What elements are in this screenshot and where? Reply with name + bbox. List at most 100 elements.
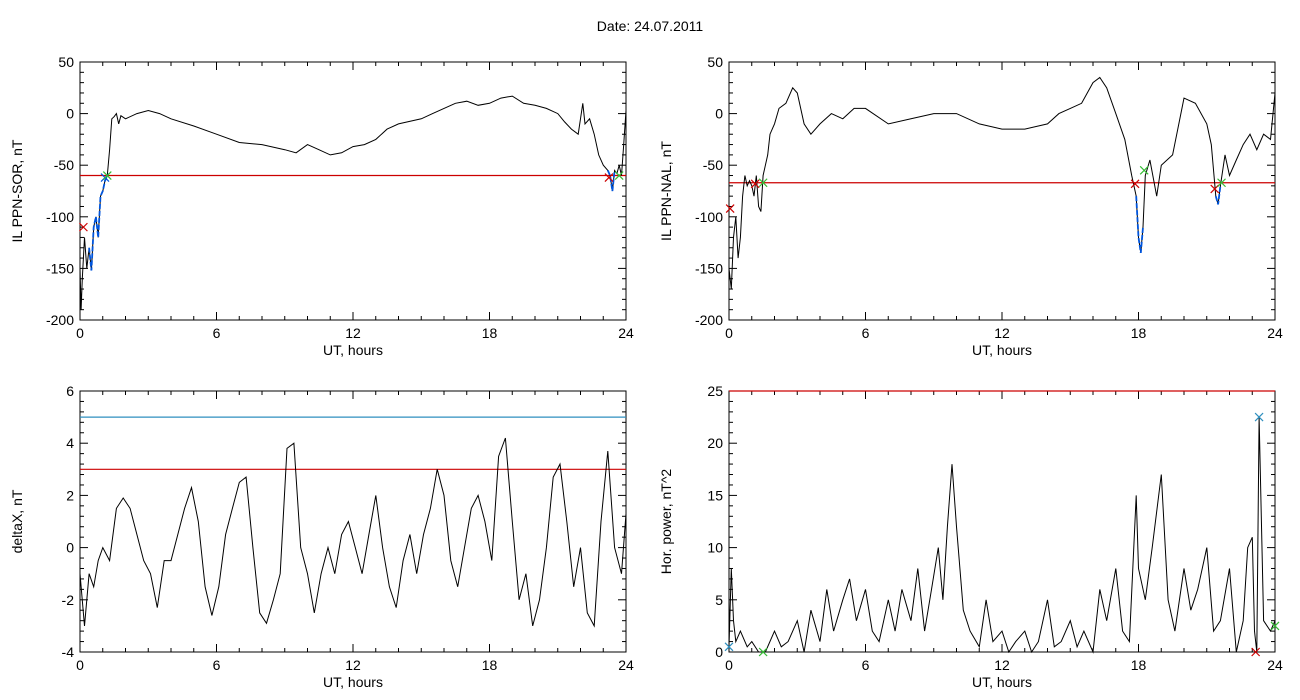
x-tick-label: 24 bbox=[618, 657, 634, 673]
x-tick-label: 0 bbox=[725, 657, 733, 673]
x-tick-label: 6 bbox=[213, 657, 221, 673]
y-tick-label: -150 bbox=[46, 260, 74, 276]
series-line bbox=[79, 437, 627, 628]
marker-stroke bbox=[758, 647, 768, 657]
marker-stroke bbox=[78, 222, 88, 232]
marker bbox=[724, 642, 734, 652]
marker bbox=[750, 179, 760, 189]
x-axis: 0 6 12 18 24 UT, hours bbox=[725, 391, 1283, 690]
y-tick-label: 20 bbox=[707, 435, 723, 451]
series-line bbox=[728, 417, 1276, 654]
x-tick-label: 6 bbox=[213, 325, 221, 341]
marker-stroke bbox=[750, 179, 760, 189]
y-tick-label: 2 bbox=[66, 487, 74, 503]
series-line bbox=[728, 76, 1276, 290]
x-tick-label: 24 bbox=[1267, 325, 1283, 341]
marker bbox=[758, 178, 768, 188]
marker-stroke bbox=[614, 171, 624, 180]
x-tick-label: 0 bbox=[76, 325, 84, 341]
x-tick-label: 18 bbox=[1131, 657, 1147, 673]
marker bbox=[78, 222, 88, 232]
y-tick-label: -100 bbox=[695, 209, 723, 225]
x-tick-label: 0 bbox=[76, 657, 84, 673]
x-axis-label: UT, hours bbox=[323, 342, 383, 358]
y-axis-label: IL PPN-SOR, nT bbox=[9, 139, 25, 242]
x-tick-label: 6 bbox=[862, 325, 870, 341]
highlight-segment bbox=[1214, 185, 1222, 205]
marker bbox=[604, 173, 614, 183]
y-axis-label: Hor. power, nT^2 bbox=[658, 469, 674, 575]
y-tick-label: -150 bbox=[695, 260, 723, 276]
plot-frame bbox=[728, 61, 1276, 321]
marker-stroke bbox=[724, 642, 734, 652]
marker bbox=[1270, 621, 1280, 631]
y-axis: 50 0 -50 -100 -150 -200 IL PPN-NAL, nT bbox=[658, 54, 1275, 328]
marker bbox=[1217, 178, 1226, 188]
y-tick-label: 50 bbox=[707, 54, 723, 70]
marker-stroke bbox=[1217, 178, 1226, 188]
marker bbox=[614, 171, 624, 180]
marker bbox=[1251, 647, 1261, 657]
x-axis-label: UT, hours bbox=[972, 342, 1032, 358]
plot-frame bbox=[79, 61, 627, 321]
marker bbox=[1130, 179, 1140, 189]
y-tick-label: 5 bbox=[715, 592, 723, 608]
x-axis: 0 6 12 18 24 UT, hours bbox=[76, 391, 634, 690]
x-tick-label: 12 bbox=[994, 325, 1010, 341]
marker-stroke bbox=[1254, 412, 1264, 422]
x-tick-label: 6 bbox=[862, 657, 870, 673]
marker bbox=[758, 647, 768, 657]
y-axis: 50 0 -50 -100 -150 -200 IL PPN-SOR, nT bbox=[9, 54, 626, 328]
x-tick-label: 18 bbox=[482, 657, 498, 673]
marker bbox=[1254, 412, 1264, 422]
marker-stroke bbox=[1130, 179, 1140, 189]
y-tick-label: -100 bbox=[46, 209, 74, 225]
x-tick-label: 18 bbox=[482, 325, 498, 341]
y-tick-label: 25 bbox=[707, 383, 723, 399]
y-tick-label: -200 bbox=[695, 312, 723, 328]
chart-deltax: 0 6 12 18 24 UT, hours 6 4 2 0 -2 -4 deltaX, nT bbox=[9, 383, 634, 690]
y-tick-label: 0 bbox=[715, 106, 723, 122]
marker-stroke bbox=[758, 178, 768, 188]
highlight-segment bbox=[606, 170, 616, 192]
series-line bbox=[79, 95, 627, 310]
marker bbox=[725, 204, 735, 213]
marker-stroke bbox=[1270, 621, 1280, 631]
y-tick-label: 10 bbox=[707, 540, 723, 556]
chart-power: 0 6 12 18 24 UT, hours 25 20 15 10 5 0 Hor. power, n… bbox=[658, 383, 1283, 690]
y-axis-label: deltaX, nT bbox=[9, 489, 25, 553]
highlight-segment bbox=[88, 175, 109, 271]
x-tick-label: 12 bbox=[994, 657, 1010, 673]
y-tick-label: 6 bbox=[66, 383, 74, 399]
y-axis: 25 20 15 10 5 0 Hor. power, nT^2 bbox=[658, 383, 1275, 660]
marker-stroke bbox=[1251, 647, 1261, 657]
marker bbox=[102, 171, 112, 180]
x-tick-label: 12 bbox=[345, 325, 361, 341]
x-tick-label: 24 bbox=[1267, 657, 1283, 673]
x-axis-label: UT, hours bbox=[323, 674, 383, 690]
y-tick-label: 50 bbox=[58, 54, 74, 70]
x-tick-label: 18 bbox=[1131, 325, 1147, 341]
marker-stroke bbox=[725, 204, 735, 213]
y-tick-label: 0 bbox=[715, 644, 723, 660]
marker bbox=[1139, 165, 1149, 175]
x-axis: 0 6 12 18 24 UT, hours bbox=[725, 62, 1283, 358]
plot-frame bbox=[79, 390, 627, 653]
y-axis: 6 4 2 0 -2 -4 deltaX, nT bbox=[9, 383, 626, 660]
x-tick-label: 24 bbox=[618, 325, 634, 341]
x-axis: 0 6 12 18 24 UT, hours bbox=[76, 62, 634, 358]
marker-stroke bbox=[1139, 165, 1149, 175]
y-axis-label: IL PPN-NAL, nT bbox=[658, 141, 674, 241]
y-tick-label: 0 bbox=[66, 540, 74, 556]
y-tick-label: 0 bbox=[66, 106, 74, 122]
x-tick-label: 0 bbox=[725, 325, 733, 341]
y-tick-label: 15 bbox=[707, 487, 723, 503]
x-axis-label: UT, hours bbox=[972, 674, 1032, 690]
page-title: Date: 24.07.2011 bbox=[596, 18, 704, 34]
chart-nal: 0 6 12 18 24 UT, hours 50 0 -50 -100 -150 -200 IL PP… bbox=[658, 54, 1283, 358]
y-tick-label: -200 bbox=[46, 312, 74, 328]
highlight-segment bbox=[1135, 196, 1144, 254]
y-tick-label: -2 bbox=[62, 592, 75, 608]
y-tick-label: -50 bbox=[54, 157, 74, 173]
